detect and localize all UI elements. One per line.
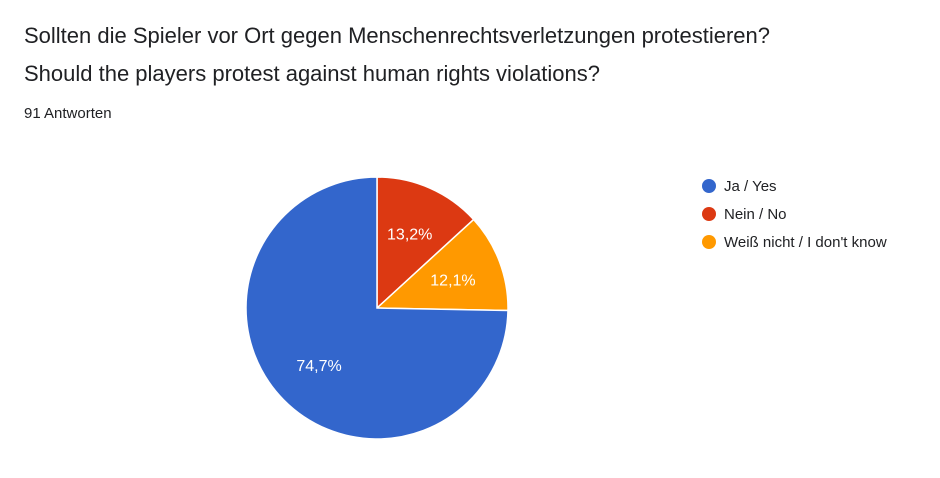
pie-label-dont-know: 12,1% [430,272,475,289]
legend-item-dont-know[interactable]: Weiß nicht / I don't know [702,228,887,256]
pie-label-yes: 74,7% [296,358,341,375]
pie-slice-dont-know[interactable] [375,218,509,312]
chart-legend: Ja / Yes Nein / No Weiß nicht / I don't … [702,172,887,256]
question-title-german: Sollten die Spieler vor Ort gegen Mensch… [24,23,770,48]
legend-item-yes[interactable]: Ja / Yes [702,172,887,200]
question-title-english: Should the players protest against human… [24,61,601,86]
pie-slice-no[interactable] [376,176,475,310]
pie-slice-yes[interactable] [245,176,509,440]
legend-label-dont-know: Weiß nicht / I don't know [724,233,887,251]
pie-slice-labels: 13,2% 12,1% 74,7% [296,227,475,375]
legend-swatch-no [702,207,716,221]
legend-label-yes: Ja / Yes [724,177,777,195]
response-count: 91 Antworten [24,105,112,122]
legend-label-no: Nein / No [724,205,787,223]
legend-swatch-dont-know [702,235,716,249]
pie-slices [245,176,509,440]
legend-item-no[interactable]: Nein / No [702,200,887,228]
pie-label-no: 13,2% [387,227,432,244]
legend-swatch-yes [702,179,716,193]
